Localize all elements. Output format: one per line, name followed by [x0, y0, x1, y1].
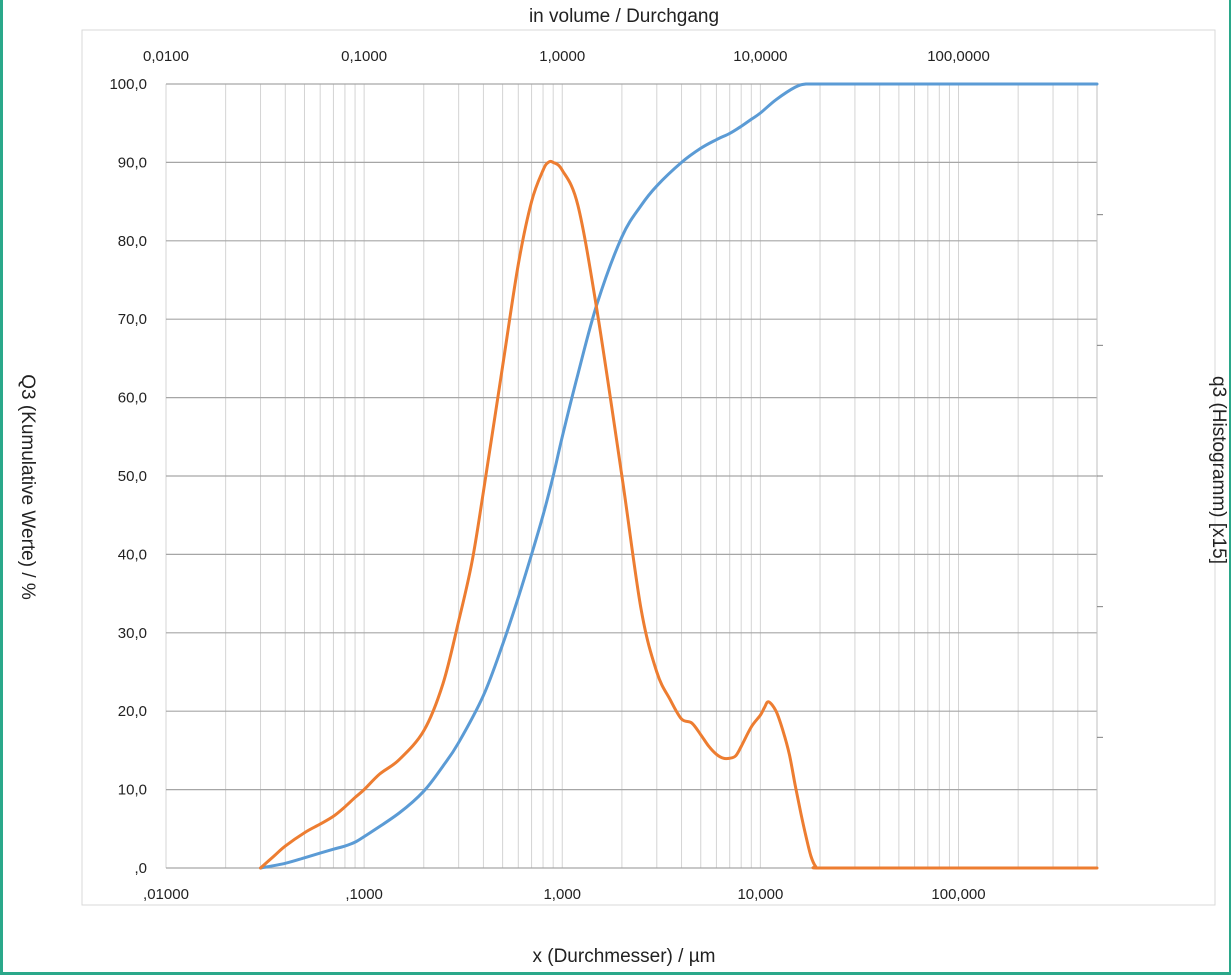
- y-tick-label: 10,0: [118, 782, 147, 799]
- y-tick-label: 40,0: [118, 546, 147, 563]
- y2-axis-title: q3 (Histogramm) [x15]: [1208, 376, 1229, 564]
- y-tick-label: 30,0: [118, 625, 147, 642]
- axes: ,0 10,0 20,0 30,0 40,0 50,0 60,0 70,0 80,0 90,0 10…: [109, 48, 1103, 903]
- series-line-cumulative: [259, 82, 1099, 870]
- chart-title: in volume / Durchgang: [529, 6, 719, 27]
- y-axis-title: Q3 (Kumulative Werte) / %: [17, 374, 38, 600]
- y-tick-label: 80,0: [118, 233, 147, 250]
- left-frame-border: [0, 0, 3, 975]
- chart-area-border: [81, 29, 1216, 906]
- x-tick-label-top: 0,0100: [143, 48, 189, 65]
- y-tick-label: 20,0: [118, 703, 147, 720]
- x-axis-title: x (Durchmesser) / µm: [532, 946, 715, 967]
- x-tick-label-bottom: 100,000: [931, 886, 985, 903]
- y-tick-label: 90,0: [118, 154, 147, 171]
- x-tick-label-bottom: ,01000: [143, 886, 189, 903]
- x-tick-label-bottom: 1,000: [543, 886, 581, 903]
- y-tick-label: 50,0: [118, 468, 147, 485]
- series-line-histogram: [259, 159, 1099, 870]
- x-tick-label-top: 100,0000: [927, 48, 990, 65]
- x-tick-label-bottom: 10,000: [737, 886, 783, 903]
- x-tick-label-top: 10,0000: [733, 48, 787, 65]
- x-tick-label-bottom: ,1000: [345, 886, 383, 903]
- y-tick-label: 70,0: [118, 311, 147, 328]
- y-tick-label: 60,0: [118, 390, 147, 407]
- grid-lines: [165, 83, 1098, 869]
- series-layer: [259, 82, 1099, 870]
- y-tick-label: ,0: [134, 860, 147, 877]
- right-frame-border: [1229, 0, 1231, 975]
- bottom-frame-border: [0, 972, 1231, 975]
- y-tick-label: 100,0: [109, 76, 147, 93]
- x-tick-label-top: 1,0000: [539, 48, 585, 65]
- x-tick-label-top: 0,1000: [341, 48, 387, 65]
